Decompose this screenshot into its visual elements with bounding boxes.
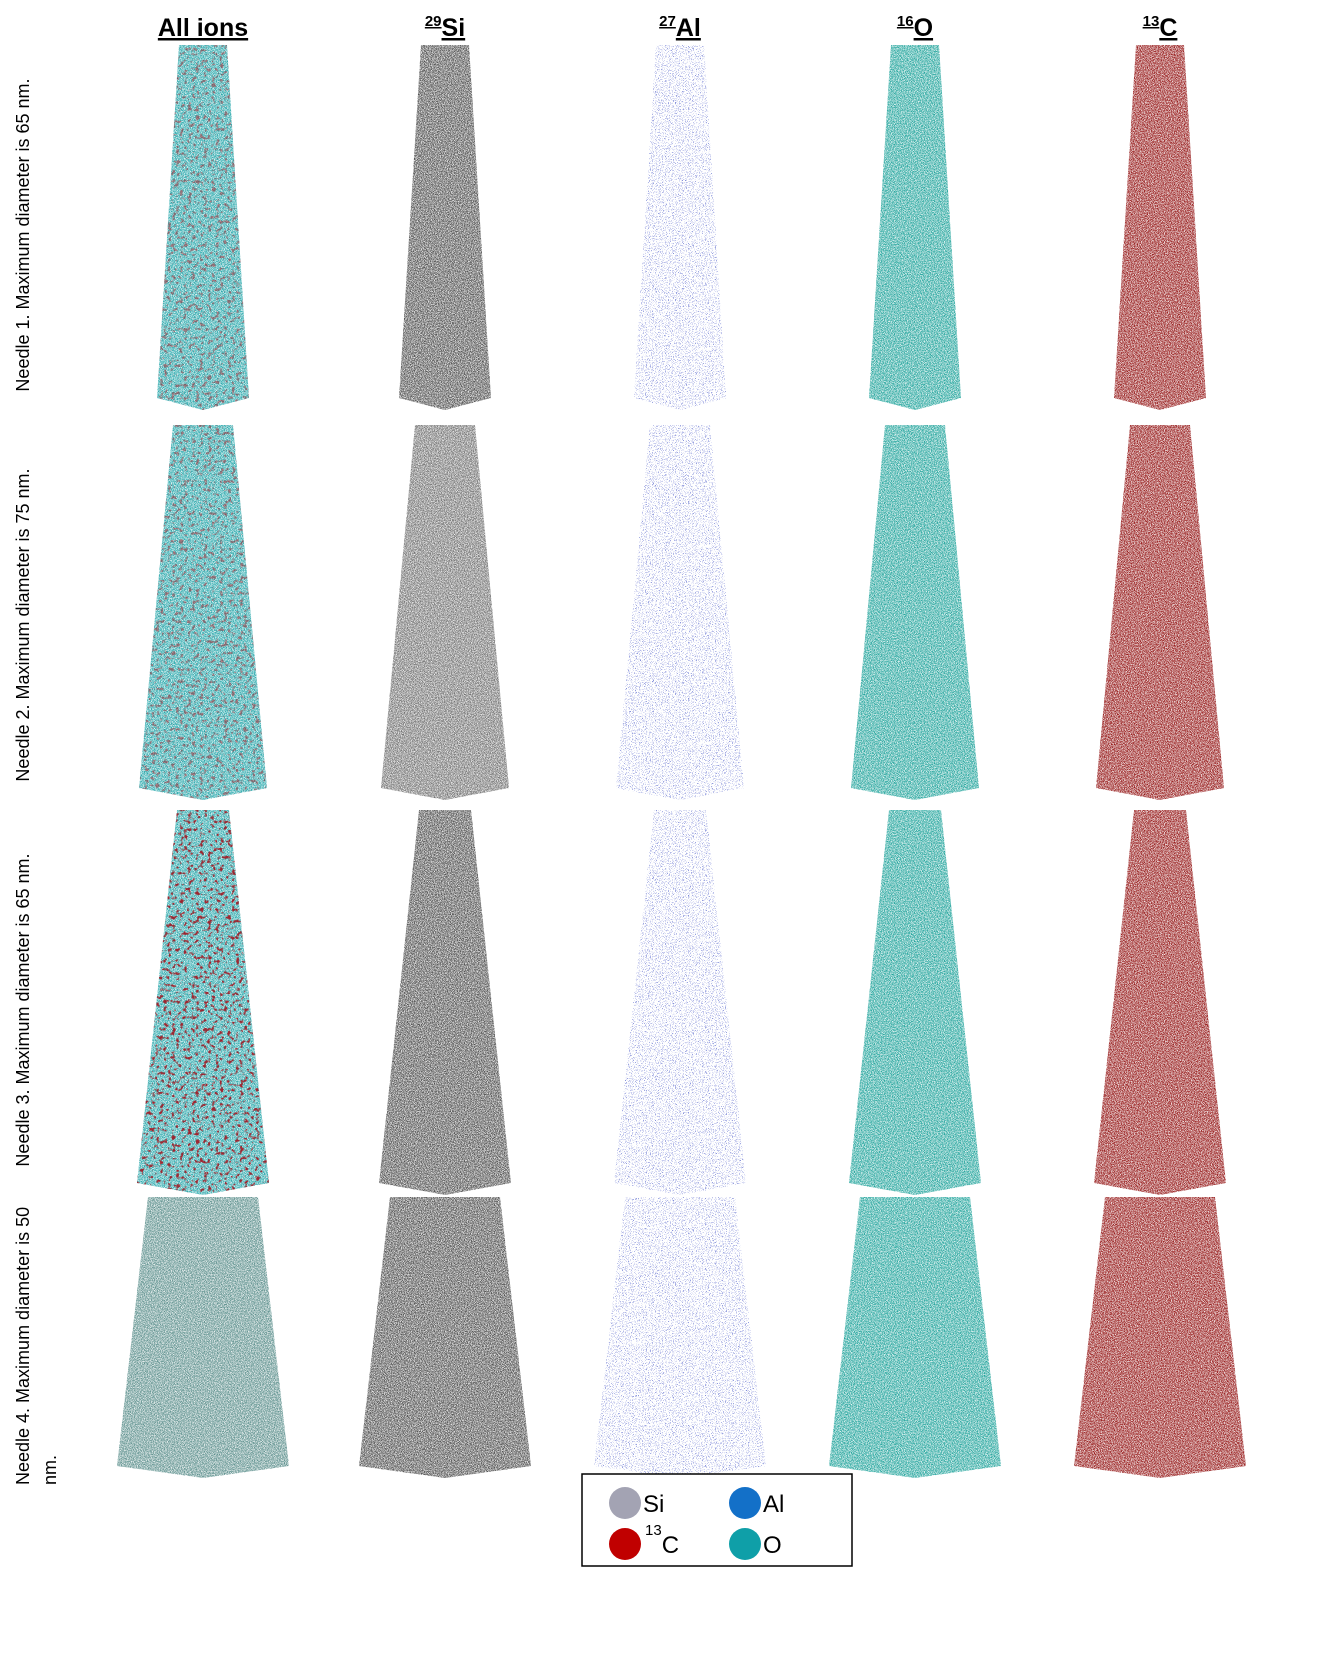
header-symbol: All ions	[158, 14, 248, 42]
legend-swatch	[609, 1528, 641, 1560]
needle-carbon-overlay	[157, 45, 249, 410]
legend-symbol: O	[763, 1532, 782, 1559]
column-header: 27Al	[659, 13, 701, 42]
needle-carbon-overlay	[137, 810, 269, 1195]
needle-reconstruction	[1074, 1197, 1246, 1478]
row-label: Needle 3. Maximum diameter is 65 nm.	[10, 820, 37, 1200]
header-mass: 29	[425, 13, 442, 30]
row-label: Needle 4. Maximum diameter is 50 nm.	[10, 1195, 64, 1485]
needle-reconstruction	[869, 45, 961, 410]
legend-symbol: Si	[643, 1491, 664, 1518]
needle-reconstruction	[634, 45, 726, 410]
needle-reconstruction	[1094, 810, 1226, 1195]
needle-reconstruction	[1096, 425, 1224, 800]
column-header: 29Si	[425, 13, 465, 42]
needle-reconstruction	[117, 1197, 289, 1478]
needle-reconstruction	[851, 425, 979, 800]
row-label: Needle 2. Maximum diameter is 75 nm.	[10, 435, 37, 815]
legend-mass: 13	[645, 1522, 662, 1539]
header-mass: 16	[897, 13, 914, 30]
needle-reconstruction	[829, 1197, 1001, 1478]
needle-reconstruction	[399, 45, 491, 410]
header-symbol: Si	[442, 14, 466, 42]
legend-label: Al	[763, 1491, 784, 1518]
needle-reconstruction	[1114, 45, 1206, 410]
figure-canvas: All ions29Si27Al16O13C SiAl13CO	[0, 0, 1330, 1669]
column-header: 16O	[897, 13, 933, 42]
needle-reconstruction	[616, 425, 744, 800]
header-symbol: O	[914, 14, 933, 42]
header-mass: 27	[659, 13, 676, 30]
needle-reconstruction	[379, 810, 511, 1195]
legend-swatch	[729, 1487, 761, 1519]
legend-label: O	[763, 1532, 782, 1559]
legend-label: Si	[643, 1491, 664, 1518]
figure: All ions29Si27Al16O13C SiAl13CO Needle 1…	[0, 0, 1330, 1669]
legend-swatch	[729, 1528, 761, 1560]
needle-reconstruction	[614, 810, 746, 1195]
needle-reconstruction	[594, 1197, 766, 1478]
column-header: 13C	[1143, 13, 1178, 42]
needle-reconstruction	[359, 1197, 531, 1478]
header-mass: 13	[1143, 13, 1160, 30]
legend-swatch	[609, 1487, 641, 1519]
needle-reconstruction	[849, 810, 981, 1195]
header-symbol: Al	[676, 14, 701, 42]
needle-carbon-overlay	[139, 425, 267, 800]
header-symbol: C	[1159, 14, 1177, 42]
legend-symbol: C	[662, 1532, 679, 1559]
column-header: All ions	[158, 14, 248, 42]
legend-symbol: Al	[763, 1491, 784, 1518]
needle-reconstruction	[381, 425, 509, 800]
row-label: Needle 1. Maximum diameter is 65 nm.	[10, 45, 37, 425]
